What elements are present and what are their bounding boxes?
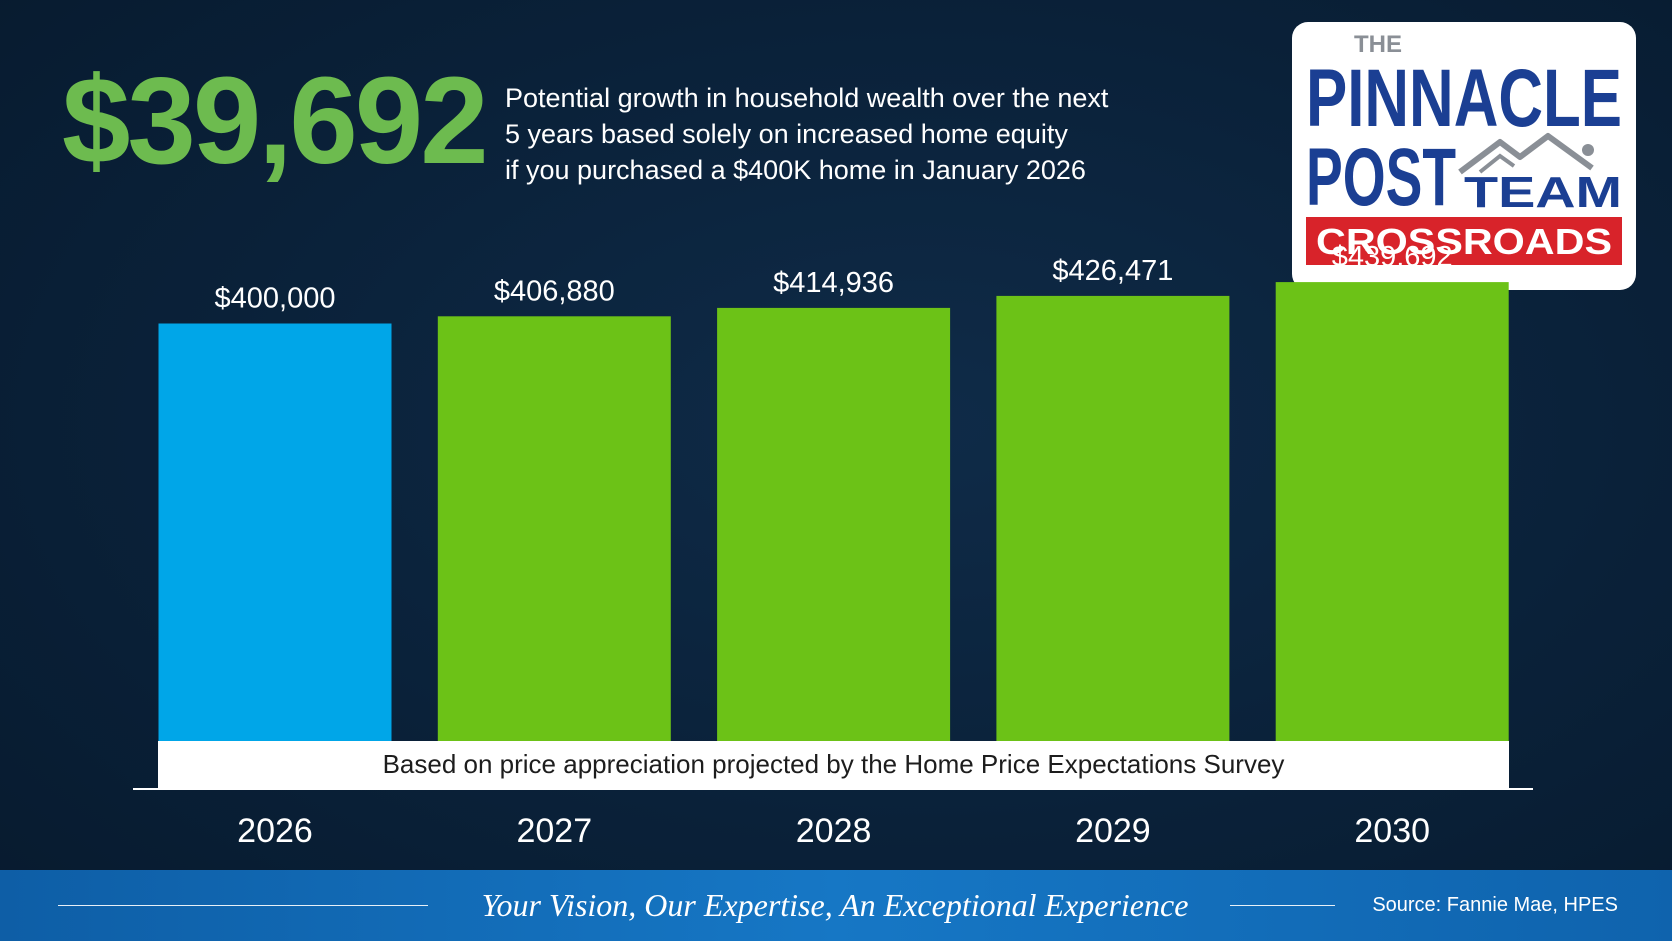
bar-2030	[1275, 282, 1509, 789]
x-tick-label-2027: 2027	[516, 812, 592, 850]
footer-bar: Your Vision, Our Expertise, An Exception…	[0, 870, 1672, 941]
bar-2027	[437, 316, 671, 789]
footer-tagline: Your Vision, Our Expertise, An Exception…	[481, 887, 1189, 923]
x-tick-label-2030: 2030	[1354, 812, 1430, 850]
footer-divider-right	[1230, 905, 1335, 906]
headline-value: $39,692	[62, 53, 489, 190]
data-label-2028: $414,936	[773, 267, 894, 299]
logo-post-text: POST	[1306, 132, 1456, 223]
x-tick-label-2028: 2028	[796, 812, 872, 850]
logo-the-text: THE	[1354, 31, 1402, 58]
footer-divider-left	[58, 905, 428, 906]
survey-note: Based on price appreciation projected by…	[158, 741, 1509, 788]
headline-description-line-3: if you purchased a $400K home in January…	[505, 155, 1086, 185]
headline-description-line-2: 5 years based solely on increased home e…	[505, 119, 1068, 149]
headline-description: Potential growth in household wealth ove…	[505, 80, 1185, 188]
logo-artwork: THE PINNACLE POST TEAM CROSSROADS	[1306, 31, 1622, 265]
logo-crossroads-text: CROSSROADS	[1316, 221, 1612, 262]
mountain-house-icon	[1458, 133, 1594, 175]
source-credit: Source: Fannie Mae, HPES	[1372, 894, 1618, 916]
logo-pinnacle-text: PINNACLE	[1306, 53, 1622, 144]
x-tick-label-2026: 2026	[237, 812, 313, 850]
bar-2026	[158, 323, 392, 789]
x-tick-label-2029: 2029	[1075, 812, 1151, 850]
data-label-2027: $406,880	[494, 275, 615, 307]
data-label-2026: $400,000	[215, 283, 336, 315]
headline-description-line-1: Potential growth in household wealth ove…	[505, 83, 1109, 113]
logo-banner	[1306, 217, 1622, 265]
logo-team-text: TEAM	[1464, 168, 1622, 217]
data-label-2029: $426,471	[1052, 255, 1173, 287]
bar-2028	[717, 307, 951, 789]
bar-2029	[996, 295, 1230, 789]
pinnacle-post-team-logo: THE PINNACLE POST TEAM CROSSROADS	[1292, 22, 1636, 290]
data-label-2030: $439,692	[1332, 241, 1453, 273]
